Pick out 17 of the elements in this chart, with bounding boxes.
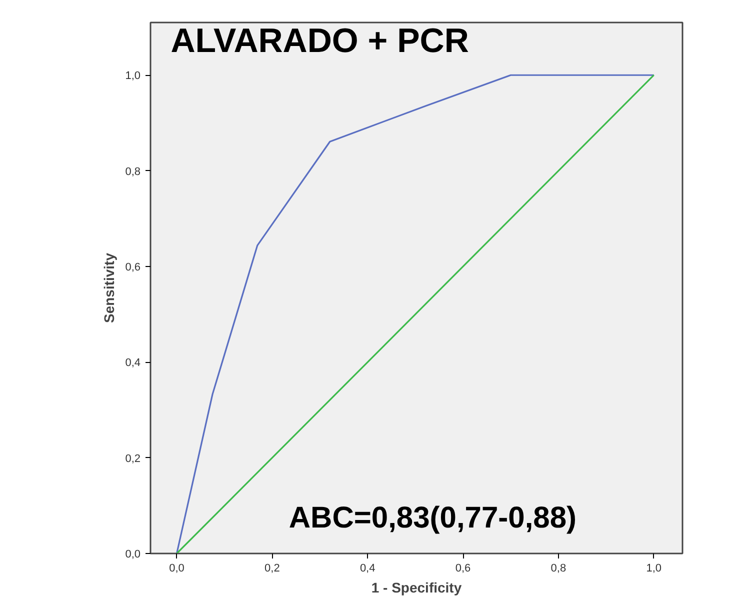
x-tick-label: 0,2 — [264, 562, 280, 574]
chart-title: ALVARADO + PCR — [170, 22, 469, 60]
y-tick-label: 0,4 — [125, 357, 141, 370]
x-tick-label: 0,4 — [360, 562, 376, 574]
y-tick-label: 0,8 — [125, 166, 141, 178]
x-tick-label: 0,6 — [455, 562, 471, 574]
x-tick-label: 0,0 — [169, 562, 184, 574]
y-tick-label: 0,6 — [125, 261, 141, 274]
x-tick-label: 1,0 — [646, 562, 662, 574]
y-tick-label: 0,2 — [125, 452, 141, 465]
x-axis-title: 1 - Specificity — [371, 580, 462, 596]
line-series — [176, 74, 655, 554]
y-axis-title: Sensitivity — [101, 252, 118, 324]
y-tick-label: 0,0 — [125, 548, 141, 560]
x-tick-label: 0,8 — [550, 562, 566, 574]
annotation: ABC=0,83(0,77-0,88) — [288, 501, 577, 534]
y-tick-label: 1,0 — [125, 70, 141, 82]
